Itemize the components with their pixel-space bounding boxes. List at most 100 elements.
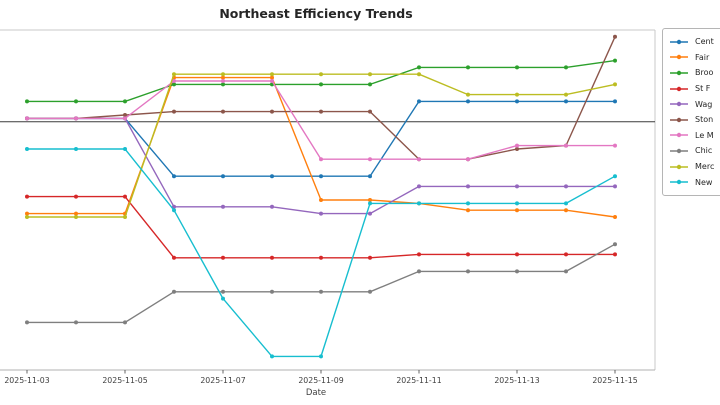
data-point: [25, 147, 29, 151]
data-point: [613, 215, 617, 219]
data-point: [368, 198, 372, 202]
data-point: [368, 109, 372, 114]
data-point: [368, 157, 372, 162]
data-point: [270, 204, 274, 209]
data-point: [270, 354, 274, 359]
data-point: [515, 269, 519, 274]
data-point: [319, 82, 323, 87]
x-tick-label: 2025-11-05: [102, 376, 147, 385]
data-point: [172, 208, 176, 213]
data-point: [270, 72, 274, 77]
legend-label: Le M: [695, 130, 714, 140]
legend-label: Wag: [695, 99, 713, 109]
legend-item: Broo: [670, 65, 720, 81]
legend-item: Le M: [670, 128, 720, 144]
data-point: [172, 109, 176, 114]
data-point: [74, 211, 78, 216]
data-point: [25, 194, 29, 199]
legend: Cent Fair Broo St F Wag Ston Le M Chic Merc New: [662, 28, 720, 196]
data-point: [270, 79, 274, 83]
data-point: [466, 201, 470, 206]
data-point: [221, 296, 225, 301]
legend-label: Chic: [695, 146, 713, 156]
data-point: [123, 320, 127, 325]
legend-line-sample: [670, 164, 688, 169]
legend-line-sample: [670, 148, 688, 154]
legend-item: New: [670, 174, 720, 190]
data-point: [417, 201, 421, 206]
data-point: [319, 255, 323, 260]
data-point: [270, 109, 274, 114]
data-point: [368, 72, 372, 77]
data-point: [319, 354, 323, 359]
data-point: [319, 157, 323, 162]
data-point: [172, 174, 176, 179]
data-point: [368, 174, 372, 179]
legend-line-sample: [670, 55, 688, 60]
data-point: [515, 252, 519, 257]
data-point: [466, 92, 470, 97]
data-point: [25, 211, 29, 216]
data-point: [417, 252, 421, 257]
series-line-ston: [27, 36, 616, 160]
data-point: [319, 289, 323, 294]
data-point: [613, 184, 617, 189]
legend-line-sample: [670, 39, 688, 44]
data-point: [564, 92, 568, 97]
data-point: [613, 34, 617, 39]
data-point: [466, 184, 470, 189]
legend-label: Broo: [695, 68, 714, 78]
data-point: [368, 289, 372, 294]
data-point: [270, 75, 274, 80]
data-point: [221, 72, 225, 77]
data-point: [270, 174, 274, 179]
data-point: [319, 174, 323, 179]
data-point: [74, 320, 78, 325]
series-line-le-m: [27, 80, 615, 160]
data-point: [74, 116, 78, 121]
legend-item: St F: [670, 81, 720, 97]
data-point: [613, 174, 617, 179]
data-point: [564, 252, 568, 257]
data-point: [221, 75, 225, 80]
data-point: [417, 269, 421, 274]
data-point: [270, 255, 274, 260]
legend-line-sample: [670, 179, 688, 185]
legend-label: Merc: [695, 162, 715, 172]
data-point: [417, 99, 421, 104]
data-point: [221, 174, 225, 179]
data-point: [172, 79, 176, 83]
data-point: [25, 116, 29, 121]
legend-label: Ston: [695, 115, 714, 125]
data-point: [123, 113, 127, 117]
x-tick-label: 2025-11-03: [4, 376, 49, 385]
x-tick-label: 2025-11-15: [592, 376, 637, 385]
data-point: [221, 289, 225, 294]
data-point: [270, 289, 274, 294]
series-line-new: [27, 148, 616, 358]
data-point: [466, 269, 470, 274]
data-point: [74, 215, 78, 219]
x-axis-label: Date: [305, 388, 327, 398]
data-point: [123, 147, 127, 151]
chart-title: Northeast Efficiency Trends: [219, 6, 413, 21]
data-point: [564, 65, 568, 70]
legend-label: Cent: [695, 37, 714, 47]
legend-line-sample: [670, 117, 688, 122]
data-point: [564, 208, 568, 213]
data-point: [564, 269, 568, 274]
data-point: [613, 58, 617, 63]
legend-line-sample: [670, 101, 688, 107]
data-point: [221, 204, 225, 209]
legend-label: New: [695, 177, 713, 187]
data-point: [515, 99, 519, 104]
data-point: [417, 157, 421, 162]
x-tick-label: 2025-11-07: [200, 376, 245, 385]
data-point: [515, 208, 519, 213]
legend-item: Cent: [670, 34, 720, 50]
data-point: [172, 82, 176, 87]
x-tick-label: 2025-11-13: [494, 376, 539, 385]
data-point: [515, 147, 519, 151]
